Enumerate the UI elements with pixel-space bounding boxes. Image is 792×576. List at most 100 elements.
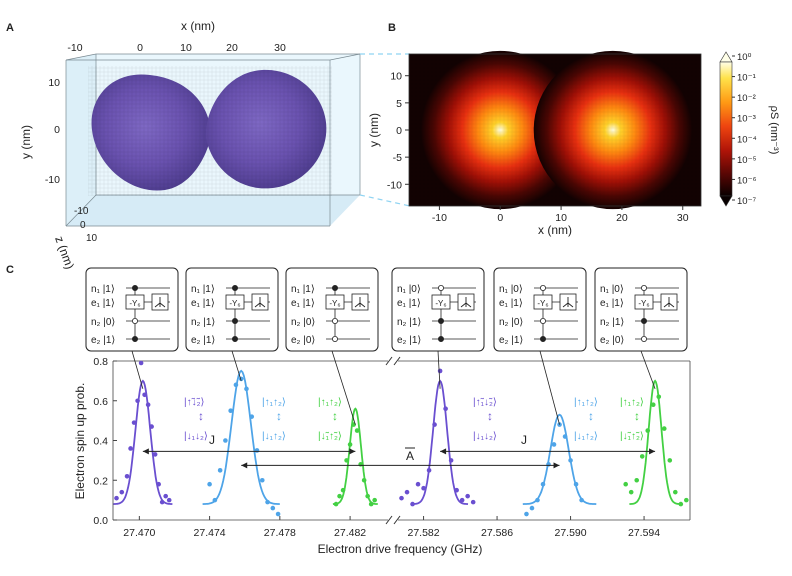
data-point	[551, 442, 557, 447]
c-x-tick-label: 27.586	[481, 527, 513, 539]
control-dot	[331, 284, 338, 291]
c-y-tick-label: 0.2	[93, 475, 108, 487]
data-point	[347, 442, 353, 447]
a-y-tick-label: 10	[48, 77, 60, 89]
data-point	[275, 511, 281, 517]
data-point	[114, 495, 119, 501]
axis-break-mark	[385, 356, 393, 366]
b-y-label: y (nm)	[367, 113, 381, 147]
data-point	[270, 505, 276, 511]
control-dot	[231, 284, 238, 291]
measure-icon	[460, 297, 472, 308]
j-right-arrow-head-right	[649, 448, 656, 455]
data-point	[163, 493, 168, 499]
data-point	[212, 497, 218, 503]
series-2	[332, 407, 378, 507]
pointer-line	[131, 350, 144, 389]
data-point	[138, 360, 144, 366]
measure-icon	[663, 297, 675, 308]
state-label-top: |↑̃₁↓̃₂⟩	[473, 397, 497, 408]
panel-c: C 27.470 27.474 27.478 27.482 27.582 27.586 27.…	[6, 264, 691, 556]
qubit-label: n₁ |0⟩	[600, 284, 624, 295]
data-point	[223, 438, 228, 443]
qubit-label: n₂ |1⟩	[600, 317, 624, 328]
b-x-tick-label: 10	[555, 212, 567, 224]
data-point	[399, 495, 404, 501]
a-arrow-head-left	[241, 462, 248, 469]
pointer-line	[640, 350, 656, 389]
data-point	[249, 414, 255, 419]
colorbar-tick-label: 10⁻⁶	[737, 175, 757, 186]
b-x-tick-label: 30	[677, 212, 689, 224]
data-point	[166, 497, 172, 503]
c-x-tick-label: 27.594	[628, 527, 660, 539]
splitting-arrows: J J A	[142, 433, 656, 469]
data-point	[119, 489, 125, 495]
data-point	[448, 458, 454, 463]
fit-curve	[113, 379, 173, 505]
gate-box	[533, 294, 553, 310]
data-point	[365, 493, 370, 499]
a-label: A	[406, 449, 414, 463]
axis-break-gap	[388, 514, 398, 526]
c-y-tick-label: 0.4	[93, 436, 108, 448]
colorbar-bottom-arrow	[719, 195, 733, 207]
colorbar-tick-label: 10⁻⁴	[737, 134, 757, 145]
state-label-bottom: |↓̃₁↑̃₂⟩	[620, 431, 644, 442]
colorbar-gradient	[719, 61, 733, 197]
data-point	[361, 477, 367, 483]
c-y-tick-label: 0.0	[93, 515, 108, 527]
qubit-label: e₂ |0⟩	[291, 335, 315, 346]
circuit-box-3: n₁ |0⟩ e₁ |1⟩ n₂ |1⟩ e₂ |1⟩ -Y₆	[391, 267, 485, 389]
data-point	[645, 428, 651, 433]
data-point	[372, 497, 377, 503]
j-left-arrow-head-left	[142, 448, 149, 455]
gate-box	[225, 294, 245, 310]
connector-bottom	[359, 194, 411, 207]
gate-box	[431, 294, 451, 310]
state-label-top: |↑₁↑₂⟩	[620, 397, 644, 408]
c-x-tick-label: 27.582	[408, 527, 440, 539]
data-point	[333, 501, 339, 507]
data-point	[159, 499, 165, 505]
panel-a-letter: A	[6, 22, 14, 34]
circuit-box-0: n₁ |1⟩ e₁ |1⟩ n₂ |0⟩ e₂ |1⟩ -Y₆	[85, 267, 179, 389]
data-point	[573, 481, 579, 487]
data-point	[233, 382, 239, 388]
a-x-tick-label: 30	[274, 42, 286, 54]
state-label-1: |↑₁↑₂⟩↕ |↓₁↑₂⟩	[262, 397, 286, 442]
data-point	[135, 398, 140, 404]
gate-box	[325, 294, 345, 310]
qubit-label: n₂ |1⟩	[191, 317, 215, 328]
data-point	[156, 481, 161, 487]
state-label-bottom: |↓₁↓₂⟩	[184, 431, 208, 442]
control-dot	[131, 284, 138, 291]
control-dot	[641, 335, 648, 342]
a-y-label: y (nm)	[19, 125, 33, 159]
data-point	[678, 501, 684, 507]
data-point	[124, 473, 130, 479]
state-label-arrow: ↕	[332, 409, 338, 423]
data-point	[465, 493, 470, 499]
qubit-label: n₁ |0⟩	[499, 284, 523, 295]
state-label-top: |↑̃↓̃₂⟩	[184, 397, 204, 408]
control-dot	[641, 284, 648, 291]
qubit-label: e₂ |1⟩	[91, 335, 115, 346]
qubit-label: n₁ |1⟩	[91, 284, 115, 295]
data-point	[562, 434, 568, 439]
data-point	[524, 511, 529, 517]
data-point	[650, 402, 656, 408]
qubit-label: e₂ |0⟩	[600, 335, 624, 346]
panel-c-letter: C	[6, 264, 14, 276]
fit-curve	[629, 379, 681, 505]
colorbar-tick-label: 10⁻²	[737, 93, 756, 104]
pointer-line	[437, 350, 441, 389]
data-point	[623, 481, 628, 487]
a-z-tick-label: 0	[80, 220, 86, 231]
heatmap-texture	[409, 54, 701, 206]
data-point	[426, 468, 432, 473]
colorbar-top-arrow	[719, 51, 733, 63]
series-3	[399, 368, 476, 507]
b-y-tick-label: -10	[387, 179, 402, 191]
